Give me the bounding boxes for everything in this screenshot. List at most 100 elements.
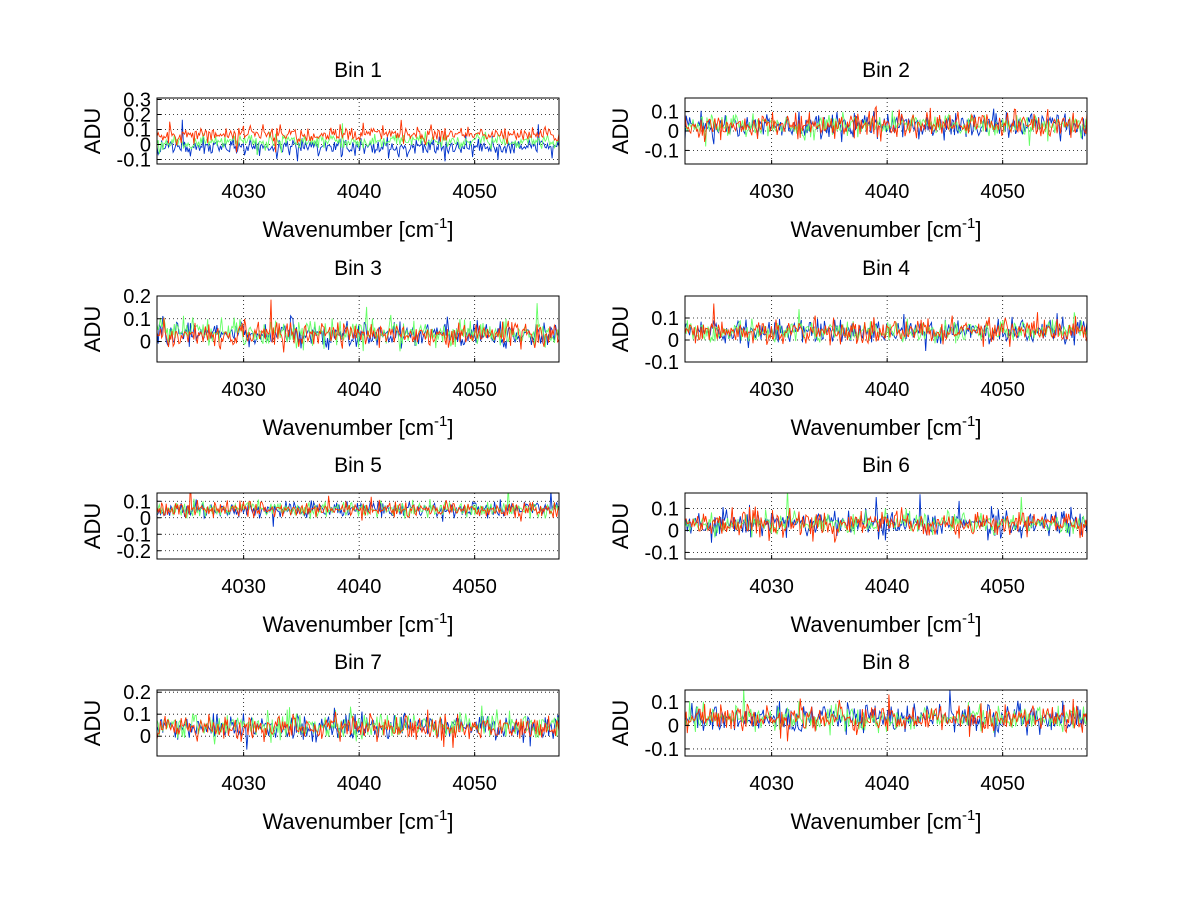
x-axis-label: Wavenumber [cm-1]	[262, 807, 453, 834]
axes-box	[156, 689, 560, 757]
x-axis-label-superscript: -1	[434, 610, 447, 627]
x-tick-label: 4030	[221, 379, 266, 401]
plot-area	[157, 98, 559, 164]
x-axis-label-superscript: -1	[434, 413, 447, 430]
x-axis-label-close: ]	[975, 612, 981, 637]
x-axis-label: Wavenumber [cm-1]	[790, 807, 981, 834]
axes-box	[156, 492, 560, 560]
y-tick-label: -0.1	[645, 542, 679, 564]
subplot-bin-7: 4030 4040 4050 00.10.2 Bin 7 ADU Wavenumber [c…	[80, 651, 560, 834]
series-line-3	[685, 506, 1087, 543]
series-line-3	[157, 119, 559, 153]
x-tick-label: 4050	[980, 181, 1025, 203]
x-axis-label-text: Wavenumber [cm	[262, 809, 434, 834]
x-axis-label: Wavenumber [cm-1]	[262, 215, 453, 242]
y-tick-label: 0	[668, 715, 679, 737]
subplot-bin-4: 4030 4040 4050 -0.100.1 Bin 4 ADU Wavenumber […	[608, 257, 1088, 440]
x-tick-label: 4040	[337, 773, 382, 795]
x-axis-label-superscript: -1	[962, 807, 975, 824]
y-tick-label: -0.1	[645, 739, 679, 761]
x-axis-label-text: Wavenumber [cm	[790, 612, 962, 637]
y-axis-label: ADU	[80, 108, 105, 154]
y-tick-label: 0.1	[123, 704, 151, 726]
x-axis-label-superscript: -1	[434, 807, 447, 824]
y-tick-label: 0.2	[123, 286, 151, 308]
x-tick-label: 4030	[221, 181, 266, 203]
plot-area	[157, 493, 559, 559]
subplot-bin-3: 4030 4040 4050 00.10.2 Bin 3 ADU Wavenumber [c…	[80, 257, 560, 440]
x-axis-label: Wavenumber [cm-1]	[790, 413, 981, 440]
x-tick-label: 4050	[452, 773, 497, 795]
subplot-bin-1: 4030 4040 4050 -0.100.10.20.3 Bin 1 ADU Wavenu…	[80, 59, 560, 242]
subplot-title: Bin 1	[334, 59, 382, 82]
x-axis-label-text: Wavenumber [cm	[262, 415, 434, 440]
x-axis-label-close: ]	[447, 612, 453, 637]
x-axis-label: Wavenumber [cm-1]	[262, 413, 453, 440]
x-tick-label: 4030	[749, 379, 794, 401]
x-axis-label-close: ]	[975, 415, 981, 440]
y-axis-label: ADU	[608, 108, 633, 154]
y-axis-label: ADU	[608, 503, 633, 549]
x-axis-label-text: Wavenumber [cm	[262, 217, 434, 242]
y-tick-label: -0.1	[117, 524, 151, 546]
y-tick-label: 0	[140, 135, 151, 157]
series-line-2	[157, 303, 559, 352]
y-tick-label: 0	[668, 520, 679, 542]
x-axis-label-text: Wavenumber [cm	[790, 217, 962, 242]
series-line-2	[157, 123, 559, 156]
subplot-title: Bin 4	[862, 257, 910, 280]
x-tick-label: 4040	[865, 576, 910, 598]
y-tick-label: 0.1	[123, 120, 151, 142]
y-tick-label: -0.1	[645, 140, 679, 162]
y-axis-label: ADU	[608, 700, 633, 746]
x-tick-label: 4050	[452, 181, 497, 203]
x-axis-label-superscript: -1	[962, 215, 975, 232]
y-axis-label: ADU	[80, 306, 105, 352]
x-tick-label: 4050	[452, 379, 497, 401]
series-line-3	[685, 303, 1087, 347]
x-tick-label: 4030	[221, 773, 266, 795]
subplot-bin-6: 4030 4040 4050 -0.100.1 Bin 6 ADU Wavenumber […	[608, 454, 1088, 637]
subplot-title: Bin 3	[334, 257, 382, 280]
y-tick-label: 0.2	[123, 682, 151, 704]
x-tick-label: 4040	[337, 379, 382, 401]
x-axis-label-text: Wavenumber [cm	[262, 612, 434, 637]
y-tick-label: 0.3	[123, 90, 151, 112]
x-axis-label-close: ]	[447, 217, 453, 242]
x-axis-label-text: Wavenumber [cm	[790, 809, 962, 834]
y-tick-label: -0.2	[117, 541, 151, 563]
subplot-bin-2: 4030 4040 4050 -0.100.1 Bin 2 ADU Wavenumber […	[608, 59, 1088, 242]
y-axis-label: ADU	[608, 306, 633, 352]
y-tick-label: 0.1	[651, 102, 679, 124]
y-axis-label: ADU	[80, 503, 105, 549]
x-axis-label-superscript: -1	[962, 610, 975, 627]
x-axis-label: Wavenumber [cm-1]	[790, 610, 981, 637]
series-line-3	[157, 709, 559, 748]
x-axis-label-close: ]	[447, 809, 453, 834]
y-tick-label: 0	[140, 508, 151, 530]
x-tick-label: 4050	[452, 576, 497, 598]
x-axis-label: Wavenumber [cm-1]	[262, 610, 453, 637]
subplot-title: Bin 8	[862, 651, 910, 674]
x-axis-label-superscript: -1	[434, 215, 447, 232]
series-line-3	[157, 299, 559, 353]
subplot-title: Bin 7	[334, 651, 382, 674]
subplot-bin-5: 4030 4040 4050 -0.2-0.100.1 Bin 5 ADU Wavenumb…	[80, 454, 560, 637]
x-axis-label: Wavenumber [cm-1]	[790, 215, 981, 242]
y-tick-label: 0.1	[651, 498, 679, 520]
y-tick-label: 0	[668, 121, 679, 143]
series-line-3	[685, 105, 1087, 142]
y-tick-label: 0.1	[651, 308, 679, 330]
series-line-3	[685, 694, 1087, 742]
subplot-title: Bin 6	[862, 454, 910, 477]
subplot-title: Bin 5	[334, 454, 382, 477]
y-tick-label: 0.1	[123, 309, 151, 331]
x-tick-label: 4030	[221, 576, 266, 598]
axes-box	[684, 492, 1088, 560]
series-line-2	[157, 705, 559, 745]
axes-box	[156, 97, 560, 165]
x-axis-label-close: ]	[975, 217, 981, 242]
series-line-2	[685, 110, 1087, 147]
x-tick-label: 4030	[749, 576, 794, 598]
